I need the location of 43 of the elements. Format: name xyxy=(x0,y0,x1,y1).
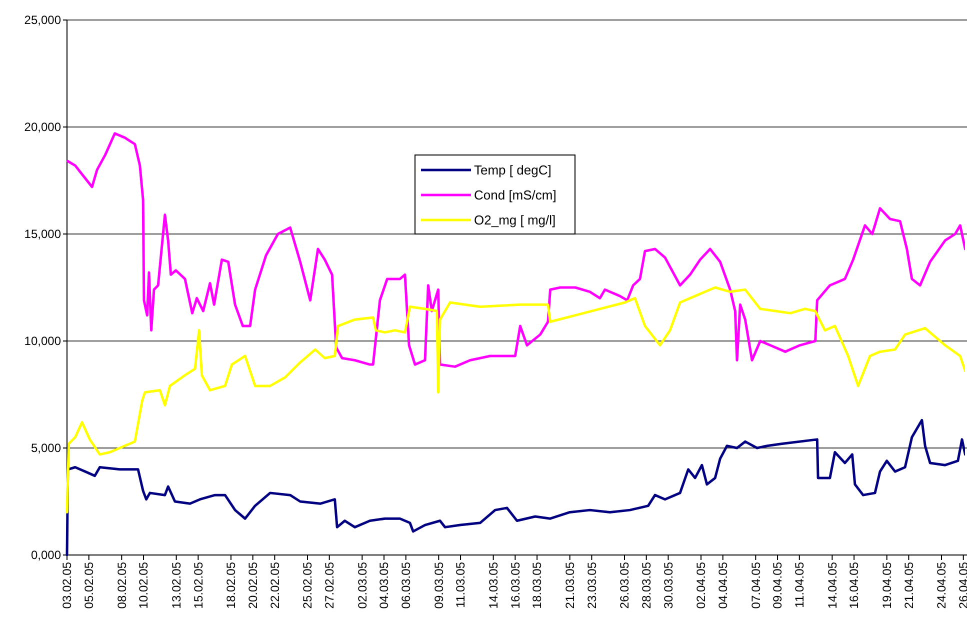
y-tick-label: 10,000 xyxy=(24,334,62,348)
x-tick-label: 18.02.05 xyxy=(224,562,238,609)
x-tick-label: 14.03.05 xyxy=(486,562,501,609)
y-tick-label: 0,000 xyxy=(30,548,62,562)
y-tick-label: 25,000 xyxy=(24,13,62,28)
x-tick-label: 09.03.05 xyxy=(432,562,446,609)
x-tick-label: 22.02.05 xyxy=(268,562,282,609)
x-tick-label: 16.04.05 xyxy=(847,562,862,609)
x-tick-label: 04.04.05 xyxy=(716,562,730,609)
x-tick-label: 02.03.05 xyxy=(355,562,370,609)
x-tick-label: 10.02.05 xyxy=(136,562,151,609)
x-tick-label: 18.03.05 xyxy=(530,562,544,609)
legend-label: Cond [mS/cm] xyxy=(474,188,556,203)
x-tick-label: 08.02.05 xyxy=(114,562,129,609)
x-tick-label: 06.03.05 xyxy=(399,562,414,609)
x-tick-label: 21.03.05 xyxy=(563,562,578,609)
x-tick-label: 09.04.05 xyxy=(770,562,785,609)
x-tick-label: 07.04.05 xyxy=(748,562,763,609)
y-tick-label: 20,000 xyxy=(24,120,62,134)
x-tick-label: 11.03.05 xyxy=(454,562,468,608)
x-tick-label: 27.02.05 xyxy=(322,562,337,609)
x-tick-label: 13.02.05 xyxy=(170,562,184,609)
x-tick-label: 20.02.05 xyxy=(246,562,260,609)
x-tick-label: 21.04.05 xyxy=(902,562,916,609)
x-tick-label: 15.02.05 xyxy=(191,562,206,609)
x-tick-label: 28.03.05 xyxy=(640,562,654,609)
x-tick-label: 25.02.05 xyxy=(300,562,315,609)
legend-label: O2_mg [ mg/l] xyxy=(474,212,556,228)
x-tick-label: 16.03.05 xyxy=(508,562,522,609)
x-tick-label: 19.04.05 xyxy=(880,562,894,609)
x-tick-label: 03.02.05 xyxy=(60,562,74,609)
x-tick-label: 05.02.05 xyxy=(82,562,96,609)
x-tick-label: 04.03.05 xyxy=(377,562,392,609)
x-tick-label: 23.03.05 xyxy=(584,562,599,609)
x-tick-label: 02.04.05 xyxy=(694,562,708,609)
x-tick-label: 30.03.05 xyxy=(661,562,676,609)
legend-label: Temp [ degC] xyxy=(474,162,552,178)
y-tick-label: 5,000 xyxy=(30,441,62,456)
x-tick-label: 14.04.05 xyxy=(825,562,840,609)
y-tick-label: 15,000 xyxy=(24,227,62,242)
x-tick-label: 11.04.05 xyxy=(792,562,807,608)
x-tick-label: 24.04.05 xyxy=(934,562,949,609)
x-tick-label: 26.03.05 xyxy=(618,562,632,609)
